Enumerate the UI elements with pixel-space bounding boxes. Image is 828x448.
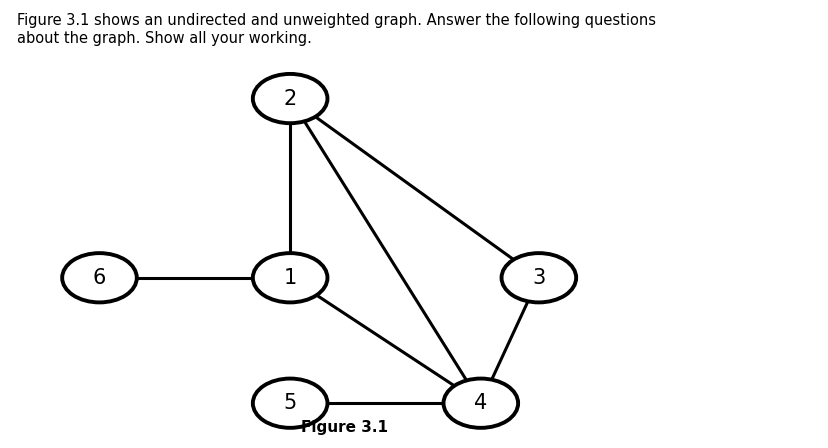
Text: 4: 4: [474, 393, 487, 413]
Text: 6: 6: [93, 268, 106, 288]
Text: 5: 5: [283, 393, 296, 413]
Text: 2: 2: [283, 89, 296, 108]
Ellipse shape: [253, 379, 327, 428]
Ellipse shape: [253, 253, 327, 302]
Text: Figure 3.1: Figure 3.1: [301, 420, 387, 435]
Ellipse shape: [253, 74, 327, 123]
Ellipse shape: [501, 253, 575, 302]
Text: 1: 1: [283, 268, 296, 288]
Ellipse shape: [443, 379, 518, 428]
Ellipse shape: [62, 253, 137, 302]
Text: 3: 3: [532, 268, 545, 288]
Text: Figure 3.1 shows an undirected and unweighted graph. Answer the following questi: Figure 3.1 shows an undirected and unwei…: [17, 13, 655, 46]
